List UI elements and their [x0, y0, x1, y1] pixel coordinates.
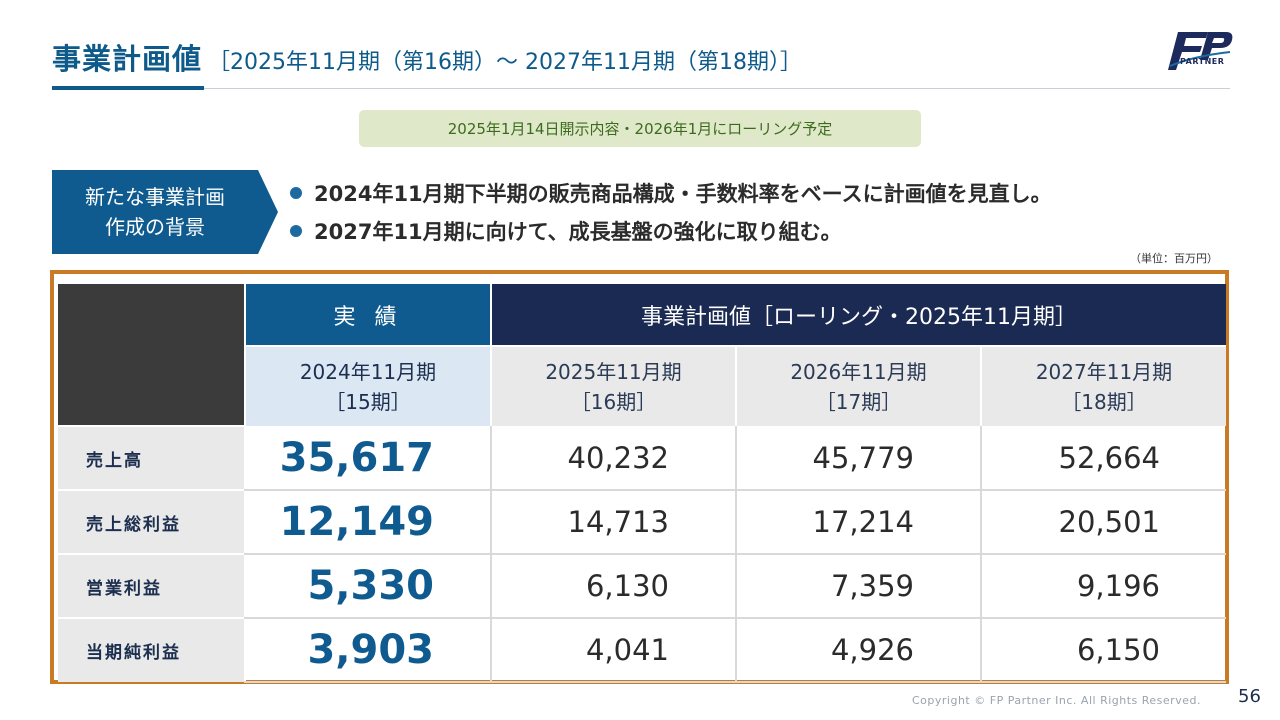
bullet-dot-icon — [290, 187, 302, 199]
page-number: 56 — [1238, 686, 1261, 707]
row-label: 営業利益 — [58, 553, 245, 618]
plan-value: 45,779 — [735, 426, 981, 491]
bullet-item: 2027年11月期に向けて、成長基盤の強化に取り組む。 — [290, 212, 1052, 250]
title-underline-accent — [52, 86, 204, 90]
business-plan-table-frame: 実 績 事業計画値［ローリング・2025年11月期］ 2024年11月期 ［15… — [50, 270, 1229, 684]
plan-value: 14,713 — [490, 490, 736, 555]
plan-value: 40,232 — [490, 426, 736, 491]
plan-value: 6,130 — [490, 554, 736, 619]
bullet-text: 2027年11月期に向けて、成長基盤の強化に取り組む。 — [314, 220, 842, 244]
bullet-text: 2024年11月期下半期の販売商品構成・手数料率をベースに計画値を見直し。 — [314, 182, 1052, 206]
bullet-dot-icon — [290, 225, 302, 237]
period-header: 2027年11月期 ［18期］ — [979, 345, 1227, 426]
business-plan-table: 実 績 事業計画値［ローリング・2025年11月期］ 2024年11月期 ［15… — [58, 284, 1227, 683]
period-year: 2025年11月期 — [545, 359, 682, 384]
actual-value: 5,330 — [244, 554, 491, 619]
period-header: 2026年11月期 ［17期］ — [735, 345, 981, 426]
table-corner-cell — [58, 284, 246, 426]
period-year: 2024年11月期 — [299, 359, 437, 384]
actual-value: 12,149 — [244, 490, 491, 555]
header-actual: 実 績 — [245, 284, 492, 346]
period-year: 2026年11月期 — [790, 359, 927, 384]
plan-value: 20,501 — [979, 490, 1227, 555]
period-term: ［18期］ — [1061, 389, 1147, 414]
logo-text: PARTNER — [1180, 57, 1225, 66]
fp-partner-logo-icon — [1168, 32, 1233, 70]
actual-value: 3,903 — [244, 618, 491, 683]
table-row: 当期純利益 3,903 4,041 4,926 6,150 — [58, 617, 1227, 683]
copyright: Copyright © FP Partner Inc. All Rights R… — [912, 694, 1201, 707]
period-term: ［16期］ — [570, 389, 657, 414]
actual-value: 35,617 — [244, 426, 491, 491]
period-term: ［17期］ — [815, 389, 902, 414]
plan-value: 9,196 — [979, 554, 1227, 619]
plan-value: 17,214 — [735, 490, 981, 555]
period-header: 2025年11月期 ［16期］ — [490, 345, 736, 426]
bullet-item: 2024年11月期下半期の販売商品構成・手数料率をベースに計画値を見直し。 — [290, 174, 1052, 212]
background-label: 新たな事業計画 作成の背景 — [52, 170, 258, 254]
period-year: 2027年11月期 — [1035, 359, 1173, 384]
background-label-line1: 新たな事業計画 — [85, 185, 225, 209]
title-period: ［2025年11月期（第16期）～ 2027年11月期（第18期）］ — [208, 50, 802, 75]
table-row: 営業利益 5,330 6,130 7,359 9,196 — [58, 553, 1227, 619]
row-label: 売上総利益 — [58, 489, 245, 554]
row-label: 売上高 — [58, 425, 245, 490]
title-underline — [204, 88, 1230, 89]
background-arrow-box — [52, 170, 278, 254]
plan-value: 4,926 — [735, 618, 981, 683]
rolling-notice: 2025年1月14日開示内容・2026年1月にローリング予定 — [359, 110, 921, 147]
background-label-line2: 作成の背景 — [105, 215, 205, 239]
background-bullets: 2024年11月期下半期の販売商品構成・手数料率をベースに計画値を見直し。 20… — [290, 174, 1052, 250]
unit-label: （単位：百万円） — [1130, 252, 1218, 265]
row-label: 当期純利益 — [58, 617, 245, 682]
table-row: 売上総利益 12,149 14,713 17,214 20,501 — [58, 489, 1227, 555]
table-row: 売上高 35,617 40,232 45,779 52,664 — [58, 425, 1227, 491]
plan-value: 4,041 — [490, 618, 736, 683]
plan-value: 52,664 — [979, 426, 1227, 491]
plan-value: 7,359 — [735, 554, 981, 619]
header-plan: 事業計画値［ローリング・2025年11月期］ — [491, 284, 1227, 346]
plan-value: 6,150 — [979, 618, 1227, 683]
page-title: 事業計画値 ［2025年11月期（第16期）～ 2027年11月期（第18期）］ — [52, 36, 802, 76]
title-main: 事業計画値 — [52, 42, 203, 76]
period-header: 2024年11月期 ［15期］ — [245, 345, 492, 426]
period-term: ［15期］ — [325, 389, 411, 414]
